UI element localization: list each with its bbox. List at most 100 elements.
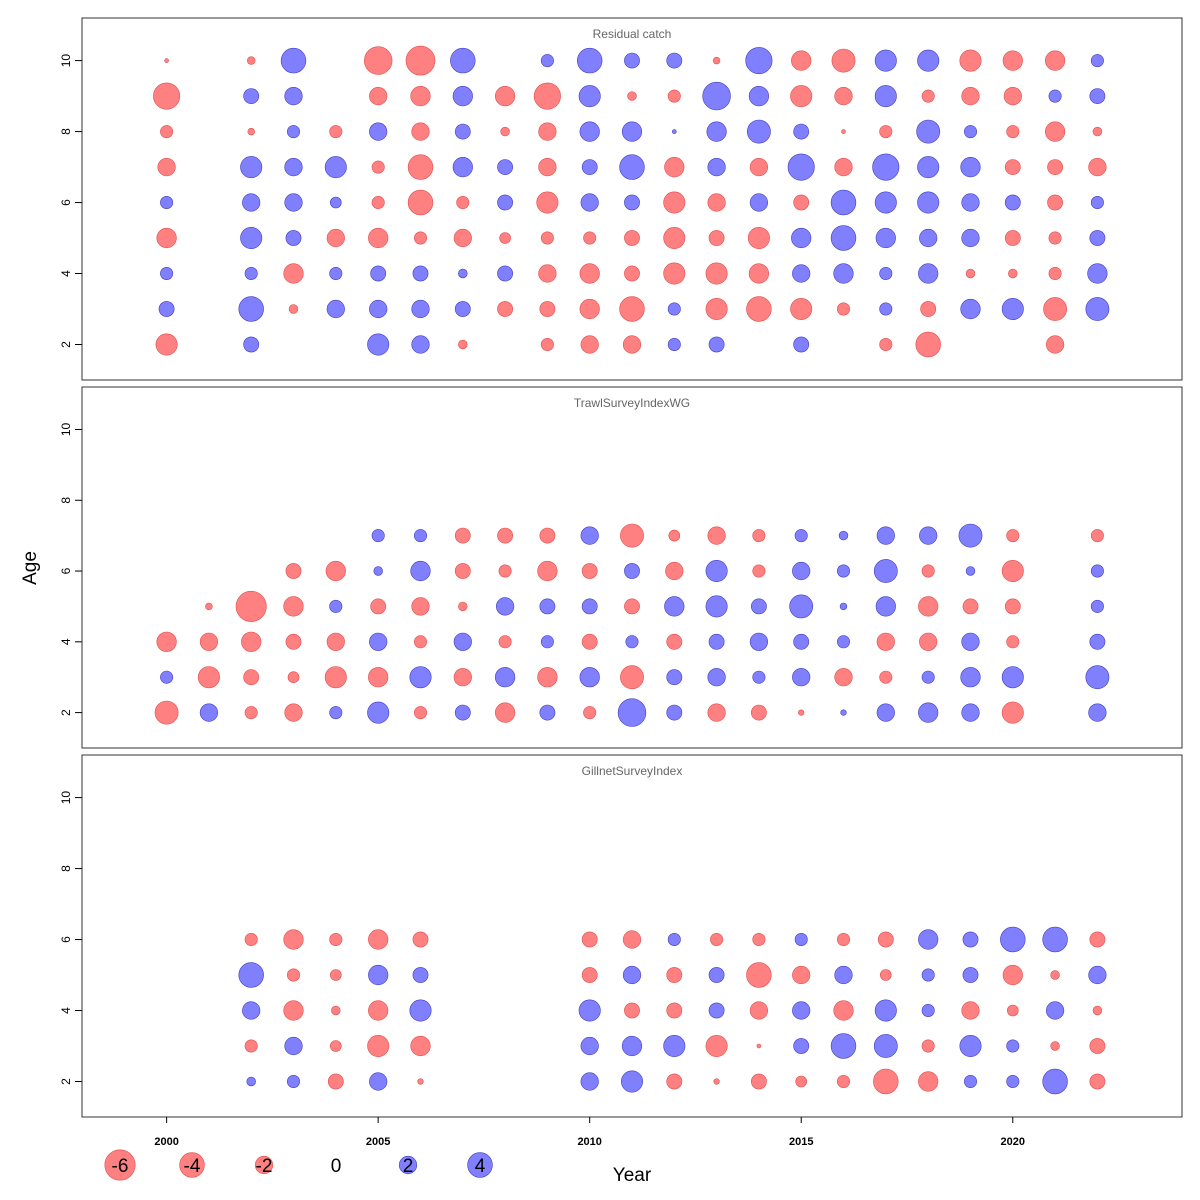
residual-bubble	[962, 967, 979, 983]
residual-bubble	[324, 156, 347, 179]
residual-bubble	[620, 1070, 643, 1093]
residual-bubble	[285, 633, 302, 650]
residual-bubble	[495, 702, 516, 723]
residual-bubble	[791, 227, 812, 249]
legend-bubble	[104, 1149, 136, 1181]
residual-bubble	[667, 89, 681, 103]
residual-bubble	[664, 157, 685, 178]
residual-bubble	[663, 227, 686, 250]
residual-bubble	[830, 225, 857, 251]
residual-bubble	[1006, 1075, 1020, 1089]
residual-bubble	[746, 962, 772, 988]
residual-bubble	[410, 1035, 431, 1057]
residual-bubble	[1042, 1068, 1068, 1095]
residual-bubble	[624, 194, 640, 211]
residual-bubble	[453, 632, 472, 651]
residual-bubble	[879, 337, 893, 351]
residual-bubble	[965, 268, 976, 279]
residual-bubble	[708, 967, 725, 983]
residual-bubble	[961, 228, 980, 248]
residual-bubble	[702, 81, 731, 111]
residual-bubble	[963, 1075, 977, 1089]
residual-bubble	[874, 999, 897, 1022]
residual-bubble	[286, 1075, 300, 1089]
residual-bubble	[578, 999, 601, 1022]
residual-bubble	[410, 85, 431, 107]
residual-bubble	[1048, 266, 1062, 280]
x-tick-label: 2005	[366, 1136, 390, 1148]
residual-bubble	[666, 669, 683, 686]
residual-bubble	[918, 1071, 939, 1092]
residual-bubble	[371, 529, 385, 543]
residual-bubble	[539, 527, 556, 544]
residual-bubble	[667, 302, 681, 316]
residual-bubble	[875, 227, 896, 249]
residual-bubble	[156, 631, 177, 652]
residual-bubble	[581, 159, 598, 175]
residual-bubble	[668, 529, 681, 542]
residual-bubble	[417, 1078, 424, 1085]
residual-bubble	[1088, 703, 1107, 722]
residual-bubble	[1048, 89, 1062, 103]
residual-bubble	[836, 302, 850, 316]
residual-bubble	[705, 262, 728, 285]
residual-bubble	[959, 49, 982, 72]
residual-bubble	[579, 298, 600, 320]
residual-bubble	[329, 266, 343, 280]
residual-bubble	[830, 1033, 857, 1059]
residual-bubble	[792, 561, 811, 581]
residual-bubble	[241, 631, 262, 652]
x-tick-label: 2010	[577, 1136, 601, 1148]
residual-bubble	[286, 125, 300, 139]
residual-bubble	[793, 194, 810, 211]
residual-bubble	[495, 667, 516, 688]
residual-bubble	[369, 86, 388, 106]
panel-frame	[81, 17, 1183, 381]
bubbles	[153, 45, 1110, 358]
y-tick-label: 6	[59, 199, 73, 206]
residual-bubble	[960, 298, 981, 320]
residual-bubble	[705, 559, 728, 582]
y-tick-label: 8	[59, 497, 73, 504]
residual-bubble	[244, 706, 258, 720]
residual-bubble	[284, 703, 303, 722]
residual-bubble	[369, 1072, 388, 1091]
residual-bubble	[540, 337, 554, 351]
residual-bubble	[756, 1043, 762, 1049]
residual-bubble	[873, 1068, 899, 1095]
residual-bubble	[875, 596, 896, 617]
residual-bubble	[1090, 564, 1104, 578]
residual-bubble	[1001, 297, 1024, 320]
residual-bubble	[160, 125, 174, 139]
residual-bubble	[833, 1000, 854, 1021]
residual-bubble	[242, 193, 261, 212]
residual-bubble	[1045, 335, 1065, 354]
residual-bubble	[454, 563, 471, 579]
residual-bubble	[1089, 1073, 1106, 1090]
residual-bubble	[412, 265, 429, 282]
residual-bubble	[621, 121, 643, 142]
residual-bubble	[410, 560, 431, 582]
residual-bubble	[795, 1075, 808, 1088]
residual-bubble	[370, 265, 387, 282]
residual-bubble	[839, 602, 848, 611]
residual-bubble	[1047, 159, 1063, 175]
y-tick-label: 2	[59, 709, 73, 716]
residual-bubble	[497, 265, 513, 282]
residual-bubble	[454, 704, 471, 721]
residual-bubble	[751, 598, 767, 615]
residual-bubble	[745, 47, 773, 75]
residual-bubble	[240, 156, 263, 179]
residual-bubble	[285, 563, 302, 579]
residual-bubble	[663, 262, 686, 285]
residual-bubble	[918, 929, 939, 950]
residual-bubble	[243, 669, 260, 686]
residual-bubble	[707, 668, 726, 687]
residual-bubble	[666, 967, 683, 983]
residual-bubble	[368, 1000, 389, 1021]
residual-bubble	[326, 299, 345, 319]
residual-bubble	[199, 703, 218, 722]
panels: Residual catch 2 4 6 8 10 TrawlSurveyIndexWG 2 4…	[59, 17, 1183, 1118]
residual-bubble	[450, 47, 476, 74]
